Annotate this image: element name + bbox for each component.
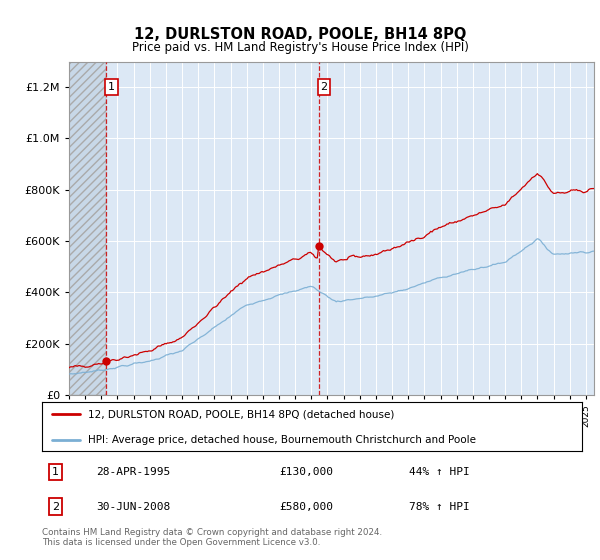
Text: 1: 1 — [108, 82, 115, 92]
Text: 2: 2 — [52, 502, 59, 511]
Bar — [69, 62, 106, 395]
Text: 44% ↑ HPI: 44% ↑ HPI — [409, 466, 470, 477]
Text: 12, DURLSTON ROAD, POOLE, BH14 8PQ (detached house): 12, DURLSTON ROAD, POOLE, BH14 8PQ (deta… — [88, 409, 394, 419]
Text: 28-APR-1995: 28-APR-1995 — [96, 466, 170, 477]
Text: Contains HM Land Registry data © Crown copyright and database right 2024.
This d: Contains HM Land Registry data © Crown c… — [42, 528, 382, 547]
Text: 30-JUN-2008: 30-JUN-2008 — [96, 502, 170, 511]
Text: 1: 1 — [52, 466, 59, 477]
Text: Price paid vs. HM Land Registry's House Price Index (HPI): Price paid vs. HM Land Registry's House … — [131, 40, 469, 54]
Text: 78% ↑ HPI: 78% ↑ HPI — [409, 502, 470, 511]
Text: HPI: Average price, detached house, Bournemouth Christchurch and Poole: HPI: Average price, detached house, Bour… — [88, 435, 476, 445]
Text: £580,000: £580,000 — [280, 502, 334, 511]
Text: 2: 2 — [320, 82, 328, 92]
Text: 12, DURLSTON ROAD, POOLE, BH14 8PQ: 12, DURLSTON ROAD, POOLE, BH14 8PQ — [134, 27, 466, 42]
Text: £130,000: £130,000 — [280, 466, 334, 477]
